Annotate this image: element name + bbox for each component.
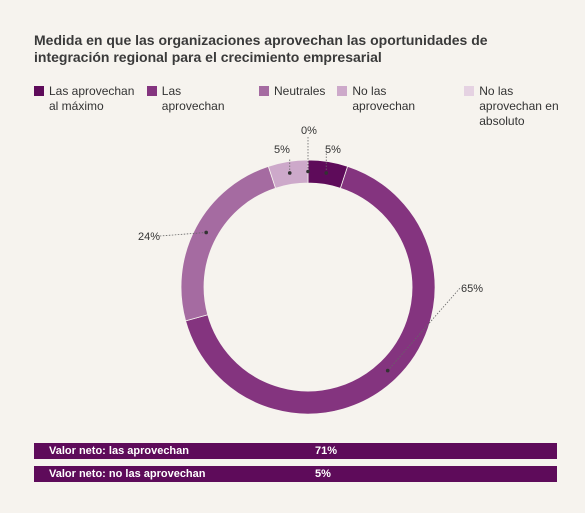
data-label-neutrales: 24% [138, 231, 160, 243]
legend-label: Las aprovechan al máximo [49, 84, 135, 113]
net-value-number: 5% [315, 468, 331, 480]
legend-swatch [337, 86, 348, 96]
slice-no-las-aprovechan [267, 159, 309, 189]
legend-label: Las aprovechan [161, 84, 225, 113]
legend-label: Neutrales [274, 84, 326, 98]
net-value-bar-aprovechan: Valor neto: las aprovechan 71% [34, 443, 557, 459]
marker-dot-las-aprovechan [385, 368, 390, 373]
legend-item-no-aprovechan: No las aprovechan [337, 84, 452, 129]
legend-item-neutrales: Neutrales [259, 84, 325, 129]
data-label-las-aprovechan: 65% [461, 283, 483, 295]
legend: Las aprovechan al máximo Las aprovechan … [34, 84, 574, 129]
data-label-no-las-aprovechan-en-absoluto: 0% [301, 125, 317, 137]
data-label-no-las-aprovechan: 5% [274, 144, 290, 156]
legend-label: No las aprovechan [352, 84, 416, 113]
legend-item-max: Las aprovechan al máximo [34, 84, 139, 129]
legend-swatch [464, 86, 475, 96]
legend-swatch [146, 86, 157, 96]
legend-swatch [34, 86, 44, 96]
data-label-las-aprovechan-al-maximo: 5% [325, 144, 341, 156]
slice-las-aprovechan [185, 165, 436, 415]
legend-swatch [259, 86, 270, 96]
net-value-label: Valor neto: no las aprovechan [49, 468, 206, 480]
net-value-label: Valor neto: las aprovechan [49, 445, 189, 457]
slice-neutrales [180, 165, 277, 322]
legend-item-aprovechan: Las aprovechan [146, 84, 247, 129]
marker-dot-no-las-aprovechan [287, 171, 292, 175]
marker-dot-neutrales [204, 230, 208, 235]
chart-title: Medida en que las organizaciones aprovec… [34, 32, 488, 65]
net-value-number: 71% [315, 445, 338, 457]
marker-dot-no-las-aprovechan-en-absoluto [306, 169, 310, 174]
marker-dot-las-aprovechan-al-maximo [324, 171, 329, 175]
leader-line-las-aprovechan [387, 287, 461, 371]
legend-label: No las aprovechan en absoluto [479, 84, 559, 128]
net-value-bar-no-aprovechan: Valor neto: no las aprovechan 5% [34, 466, 557, 482]
legend-item-no-absoluto: No las aprovechan en absoluto [464, 84, 574, 129]
